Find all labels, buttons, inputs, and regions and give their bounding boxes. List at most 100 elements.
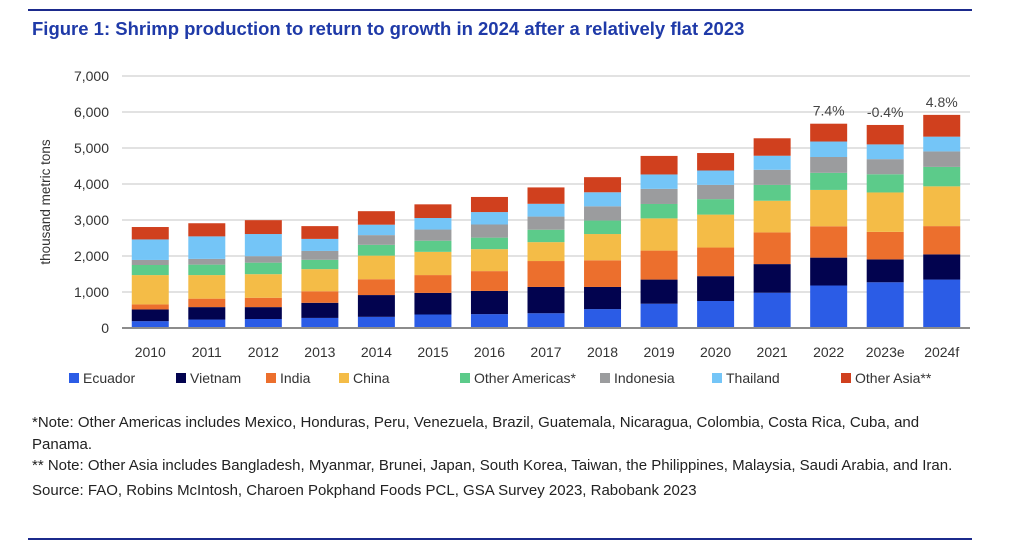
bar-segment	[697, 199, 735, 215]
bar-segment	[810, 157, 848, 173]
note-other-asia: ** Note: Other Asia includes Bangladesh,…	[32, 457, 953, 474]
y-tick-label: 7,000	[74, 68, 109, 84]
bar-segment	[753, 264, 791, 293]
bar-segment	[697, 214, 735, 248]
bar-segment	[527, 286, 565, 314]
bottom-rule	[28, 538, 972, 540]
bar-segment	[244, 234, 282, 257]
bar-segment	[527, 187, 565, 204]
bar-segment	[188, 236, 226, 259]
bar-segment	[810, 141, 848, 157]
bar-segment	[866, 159, 904, 175]
bar-segment	[640, 250, 678, 280]
bar-segment	[584, 260, 622, 287]
bar-segment	[640, 218, 678, 251]
bar-segment	[301, 302, 339, 318]
bar-segment	[584, 220, 622, 235]
bar-segment	[244, 297, 282, 308]
bar-segment	[527, 261, 565, 287]
bar-segment	[131, 275, 169, 305]
x-tick-label: 2021	[757, 344, 788, 360]
bar-segment	[131, 239, 169, 260]
bar-segment	[866, 282, 904, 328]
x-tick-label: 2023e	[866, 344, 905, 360]
x-tick-label: 2017	[530, 344, 561, 360]
bar-segment	[244, 319, 282, 328]
y-tick-label: 0	[101, 320, 109, 336]
bar-segment	[753, 292, 791, 328]
legend-swatch	[712, 373, 722, 383]
bar-segment	[470, 224, 508, 238]
y-tick-label: 2,000	[74, 248, 109, 264]
bar-segment	[810, 123, 848, 142]
bar-segment	[357, 279, 395, 296]
note-other-americas: *Note: Other Americas includes Mexico, H…	[32, 414, 920, 453]
x-tick-label: 2011	[192, 344, 222, 360]
bar-segment	[188, 264, 226, 276]
legend-swatch	[69, 373, 79, 383]
x-tick-label: 2024f	[924, 344, 959, 360]
bar-segment	[414, 251, 452, 276]
legend-label: India	[280, 370, 311, 386]
bar-segment	[188, 223, 226, 237]
bar-segment	[357, 244, 395, 256]
legend-swatch	[176, 373, 186, 383]
bar-segment	[923, 279, 961, 328]
bar-segment	[131, 304, 169, 310]
bar-segment	[470, 237, 508, 250]
x-tick-label: 2018	[587, 344, 618, 360]
notes: *Note: Other Americas includes Mexico, H…	[32, 412, 972, 501]
bar-segment	[357, 255, 395, 280]
bar-segment	[640, 155, 678, 175]
bar-segment	[527, 216, 565, 230]
bar-segment	[301, 269, 339, 292]
bar-segment	[697, 184, 735, 200]
data-label: 7.4%	[813, 103, 845, 119]
bar-segment	[414, 218, 452, 230]
legend-swatch	[841, 373, 851, 383]
bar-segment	[131, 259, 169, 265]
bar-segment	[866, 144, 904, 160]
legend-label: China	[353, 370, 390, 386]
legend-swatch	[339, 373, 349, 383]
legend-label: Other Americas*	[474, 370, 576, 386]
bar-segment	[640, 303, 678, 328]
bar-segment	[301, 238, 339, 251]
bar-segment	[810, 189, 848, 227]
x-tick-label: 2022	[813, 344, 844, 360]
bar-segment	[584, 192, 622, 207]
bar-segment	[584, 286, 622, 310]
bar-segment	[697, 301, 735, 328]
bar-segment	[640, 279, 678, 304]
bar-segment	[470, 271, 508, 291]
bar-segment	[301, 291, 339, 303]
bar-segment	[131, 309, 169, 322]
legend-label: Other Asia**	[855, 370, 932, 386]
bar-segment	[357, 295, 395, 317]
y-tick-label: 5,000	[74, 140, 109, 156]
bar-segment	[923, 166, 961, 187]
bar-segment	[584, 177, 622, 193]
y-tick-label: 6,000	[74, 104, 109, 120]
bar-segment	[923, 254, 961, 280]
bar-segment	[244, 220, 282, 235]
data-label: 4.8%	[926, 94, 958, 110]
top-rule	[28, 9, 972, 11]
bar-segment	[470, 249, 508, 272]
bar-segment	[753, 200, 791, 233]
y-tick-label: 3,000	[74, 212, 109, 228]
bar-segment	[414, 204, 452, 219]
bar-segment	[244, 307, 282, 319]
bar-segment	[188, 275, 226, 299]
bar-segment	[697, 247, 735, 277]
bar-segment	[188, 319, 226, 328]
y-tick-label: 1,000	[74, 284, 109, 300]
bar-segment	[584, 206, 622, 221]
bar-segment	[131, 321, 169, 328]
bar-segment	[753, 138, 791, 156]
bar-segment	[244, 274, 282, 298]
bar-segment	[697, 170, 735, 185]
data-label: -0.4%	[867, 104, 904, 120]
bar-segment	[188, 298, 226, 308]
bar-segment	[301, 226, 339, 239]
